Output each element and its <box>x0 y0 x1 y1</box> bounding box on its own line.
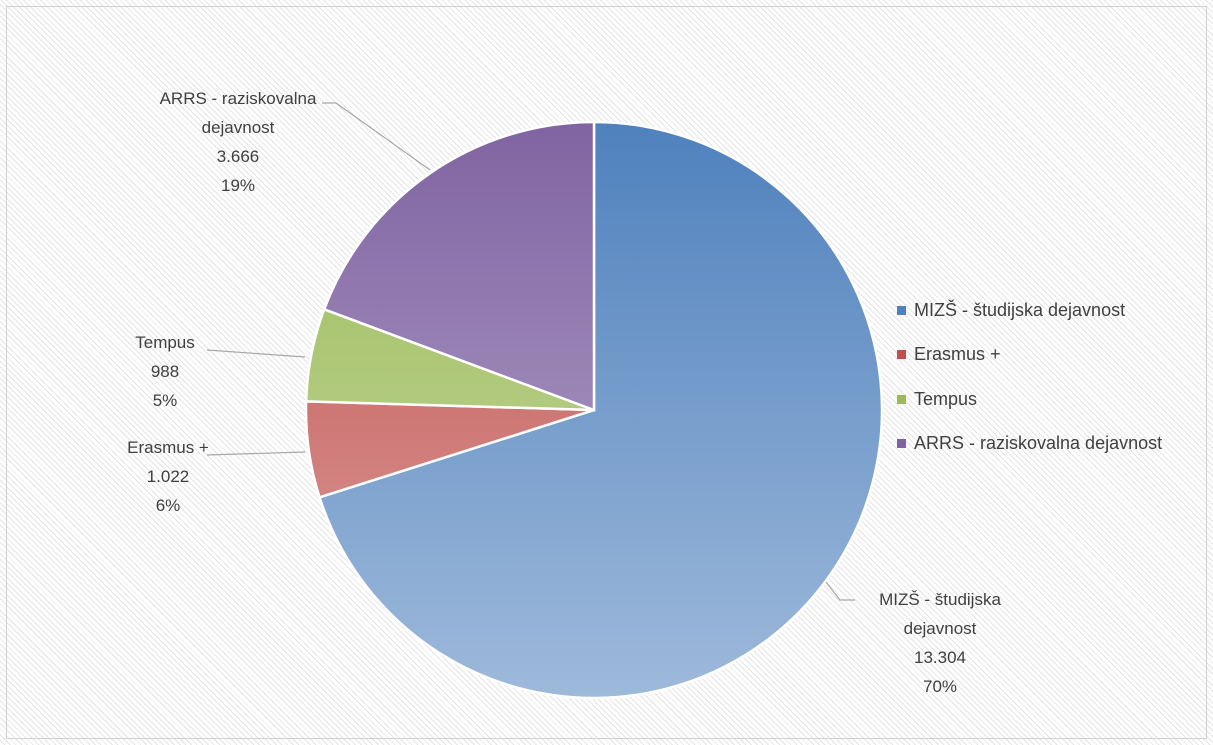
slice-shade <box>306 401 594 498</box>
legend-item: Erasmus + <box>897 342 1001 368</box>
legend-label: Tempus <box>914 388 978 409</box>
label-category: MIZŠ - študijska dejavnost <box>879 590 1001 638</box>
legend-item: MIZŠ - študijska dejavnost <box>897 297 1125 323</box>
legend-label: MIZŠ - študijska dejavnost <box>914 299 1126 320</box>
label-percent: 70% <box>922 677 958 696</box>
leader-line <box>322 102 431 171</box>
legend-item: Tempus <box>897 386 977 412</box>
label-percent: 5% <box>152 391 178 410</box>
data-label: Tempus 988 5% <box>110 328 220 415</box>
leader-line <box>825 581 855 601</box>
legend-swatch <box>897 305 906 315</box>
leader-line <box>206 451 306 456</box>
leader-line <box>206 349 306 358</box>
data-label: Erasmus + 1.022 6% <box>113 433 223 520</box>
legend-swatch <box>897 350 906 359</box>
legend-item: ARRS - raziskovalna dejavnost <box>897 431 1162 457</box>
label-value: 13.304 <box>914 648 966 667</box>
chart-frame <box>6 6 1207 739</box>
label-value: 988 <box>150 362 180 381</box>
data-label: MIZŠ - študijska dejavnost 13.304 70% <box>853 585 1028 701</box>
label-value: 1.022 <box>146 467 190 486</box>
slice-shade <box>324 121 594 410</box>
slice-shade <box>319 122 882 698</box>
legend-label: ARRS - raziskovalna dejavnost <box>914 433 1163 453</box>
label-percent: 6% <box>155 496 181 515</box>
label-category: Tempus <box>135 333 195 352</box>
label-percent: 19% <box>220 176 256 195</box>
label-value: 3.666 <box>216 147 260 166</box>
legend-swatch <box>897 394 906 404</box>
label-category: ARRS - raziskovalna dejavnost <box>159 89 317 137</box>
label-category: Erasmus + <box>127 438 209 457</box>
slice-shade <box>306 309 594 410</box>
legend-swatch <box>897 439 906 448</box>
legend-label: Erasmus + <box>914 344 1001 364</box>
data-label: ARRS - raziskovalna dejavnost 3.666 19% <box>133 84 343 200</box>
